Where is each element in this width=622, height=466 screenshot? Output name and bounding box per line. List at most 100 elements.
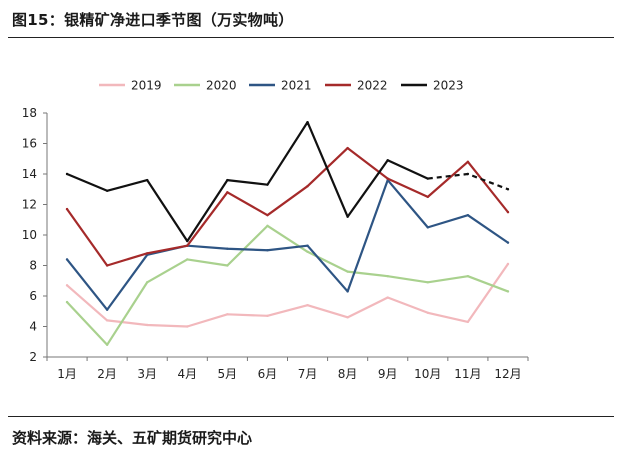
y-tick-label: 18 [22,106,37,120]
legend-label-2022: 2022 [357,79,388,93]
data-point-2022-11 [466,160,470,163]
data-point-2023-7 [306,120,309,124]
x-tick-label: 8月 [338,367,358,381]
data-point-2019-7 [306,303,309,307]
data-point-2021-10 [426,226,429,229]
data-point-2020-1 [65,300,69,304]
data-point-2021-11 [466,213,470,217]
chart-axes: 2 4 6 8 10 12 14 16 18 1月 2月 3月 4月 5月 6月 7月 8月 9月 10月 11月 12… [22,106,529,381]
legend-label-2019: 2019 [131,79,162,93]
data-point-2019-11 [466,320,470,324]
data-point-2023-6 [266,183,269,186]
data-point-2023-2 [105,189,109,192]
data-point-2019-5 [226,313,229,316]
series-line-2022 [65,146,510,267]
data-point-2019-3 [146,323,149,327]
data-point-2023-12 [506,188,510,191]
x-tick-label: 4月 [177,367,197,381]
chart-series [65,120,510,346]
data-point-2023-11 [466,172,470,176]
y-tick-label: 10 [22,228,37,242]
source-note: 资料来源：海关、五矿期货研究中心 [12,429,253,447]
y-tick-label: 8 [29,259,37,273]
data-point-2022-5 [226,191,229,194]
data-point-2020-12 [506,290,510,293]
data-point-2020-3 [146,281,149,284]
data-point-2022-8 [346,146,349,150]
x-tick-label: 3月 [137,367,157,381]
y-tick-label: 16 [22,137,37,151]
data-point-2019-12 [506,262,510,266]
series-line-2019 [65,262,510,328]
y-tick-label: 4 [29,320,37,334]
data-point-2022-7 [306,185,309,188]
data-point-2019-1 [65,284,69,287]
chart-legend: 2019 2020 2021 2022 2023 [99,79,464,93]
y-tick-label: 14 [22,167,37,181]
y-tick-label: 6 [29,289,37,303]
data-point-2023-10 [426,177,429,180]
data-point-2019-2 [105,319,109,322]
data-point-2020-8 [346,270,349,273]
title-rule [8,37,614,38]
data-point-2023-5 [226,178,229,182]
data-point-2019-4 [186,325,189,328]
data-point-2020-11 [466,274,470,278]
data-point-2022-12 [506,210,510,214]
data-point-2019-8 [346,316,349,319]
data-point-2023-9 [386,159,389,162]
x-tick-label: 2月 [97,367,117,381]
data-point-2019-9 [386,296,389,299]
data-point-2021-6 [266,249,269,252]
data-point-2023-8 [346,215,349,218]
data-point-2021-12 [506,241,510,244]
series-2019 [65,262,510,328]
data-point-2019-10 [426,311,429,314]
x-tick-label: 7月 [298,367,318,381]
data-point-2020-5 [226,264,229,267]
source-rule [8,416,614,417]
series-2022 [65,146,510,267]
x-tick-label: 10月 [414,367,441,381]
data-point-2021-2 [105,308,109,311]
legend-label-2023: 2023 [433,79,464,93]
x-tick-label: 11月 [454,367,481,381]
data-point-2022-9 [386,177,389,180]
figure-title: 图15：银精矿净进口季节图（万实物吨） [12,11,294,29]
data-point-2019-6 [266,314,269,318]
legend-label-2021: 2021 [281,79,312,93]
data-point-2022-3 [146,252,149,255]
x-tick-label: 9月 [378,367,398,381]
data-point-2020-4 [186,258,189,261]
data-point-2021-7 [306,244,309,247]
x-tick-label: 12月 [494,367,521,381]
x-tick-label: 5月 [218,367,238,381]
data-point-2022-10 [426,195,429,199]
series-line-2020 [65,224,510,346]
x-tick-label: 1月 [57,367,77,381]
data-point-2021-5 [226,247,229,250]
data-point-2020-10 [426,281,429,284]
legend-label-2020: 2020 [206,79,237,93]
data-point-2020-7 [306,250,309,253]
series-2020 [65,224,510,346]
data-point-2023-4 [186,239,189,243]
data-point-2022-2 [105,264,109,267]
data-point-2020-9 [386,274,389,278]
data-point-2022-1 [65,207,69,211]
data-point-2020-6 [266,224,269,228]
data-point-2020-2 [105,343,109,346]
data-point-2023-3 [146,178,149,182]
series-line-2023 [65,121,429,243]
data-point-2022-4 [186,244,189,247]
data-point-2021-1 [65,258,69,261]
series-2023 [65,120,510,243]
data-point-2022-6 [266,213,269,217]
series-2021 [65,178,510,311]
data-point-2023-1 [65,172,69,176]
y-tick-label: 2 [29,350,37,364]
y-tick-label: 12 [22,198,37,212]
data-point-2021-8 [346,290,349,293]
x-tick-label: 6月 [258,367,278,381]
